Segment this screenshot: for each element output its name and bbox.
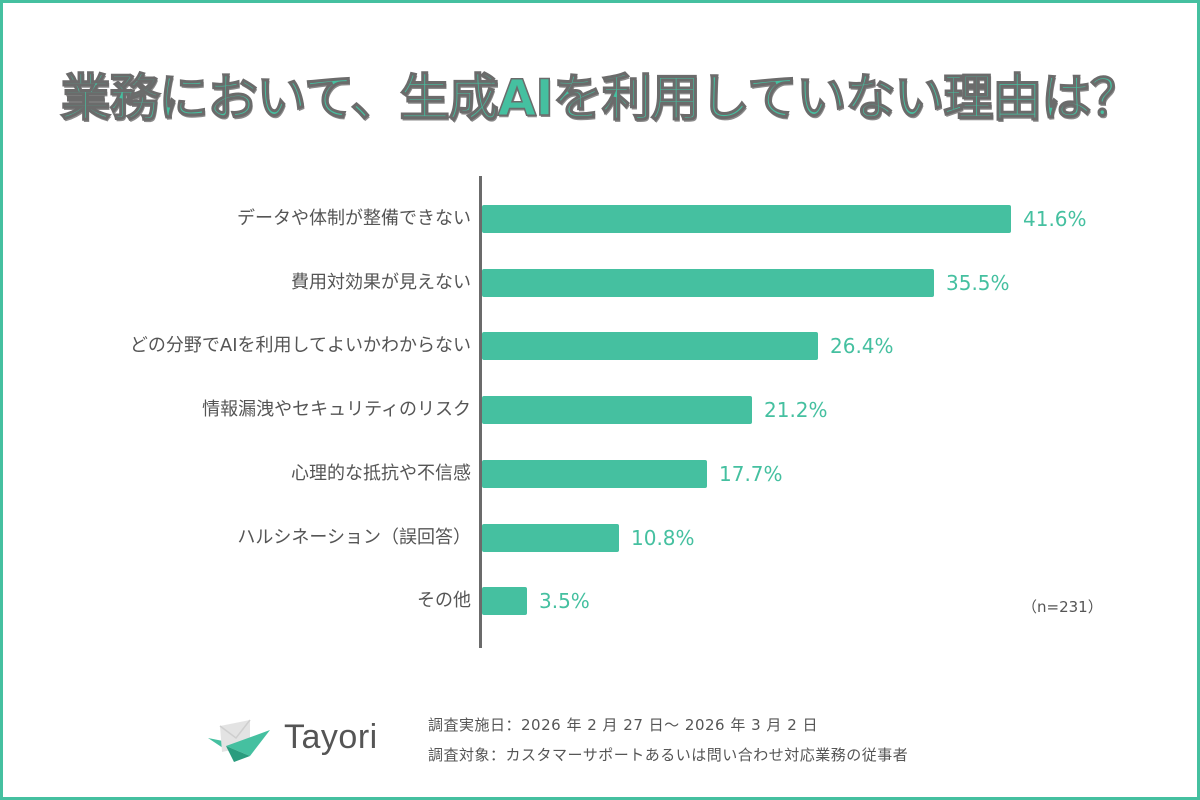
category-label: 費用対効果が見えない bbox=[291, 272, 471, 293]
category-label: 心理的な抵抗や不信感 bbox=[291, 463, 471, 484]
bar bbox=[482, 269, 934, 297]
category-label: どの分野でAIを利用してよいかわからない bbox=[129, 335, 471, 356]
value-label: 10.8% bbox=[631, 526, 695, 550]
value-label: 35.5% bbox=[946, 271, 1010, 295]
y-axis-line bbox=[479, 176, 482, 648]
category-label: データや体制が整備できない bbox=[237, 208, 471, 229]
value-label: 21.2% bbox=[764, 398, 828, 422]
bar bbox=[482, 332, 818, 360]
value-label: 41.6% bbox=[1023, 207, 1087, 231]
bar bbox=[482, 524, 619, 552]
sample-size-note: （n=231） bbox=[1022, 598, 1103, 616]
value-label: 17.7% bbox=[719, 462, 783, 486]
chart-title: 業務において、生成AIを利用していない理由は？ bbox=[60, 68, 1141, 128]
paper-plane-envelope-icon bbox=[208, 719, 270, 762]
survey-period: 調査実施日：2026 年 2 月 27 日～ 2026 年 3 月 2 日 bbox=[428, 716, 819, 734]
tayori-logo: Tayori bbox=[206, 716, 396, 766]
category-label: 情報漏洩やセキュリティのリスク bbox=[202, 399, 471, 420]
value-label: 26.4% bbox=[830, 334, 894, 358]
bar bbox=[482, 396, 752, 424]
logo-text: Tayori bbox=[284, 718, 378, 756]
bar bbox=[482, 460, 707, 488]
value-label: 3.5% bbox=[539, 589, 590, 613]
category-label: その他 bbox=[417, 590, 471, 611]
survey-target: 調査対象：カスタマーサポートあるいは問い合わせ対応業務の従事者 bbox=[428, 746, 909, 764]
bar bbox=[482, 587, 527, 615]
category-label: ハルシネーション（誤回答） bbox=[237, 527, 471, 548]
bar bbox=[482, 205, 1011, 233]
